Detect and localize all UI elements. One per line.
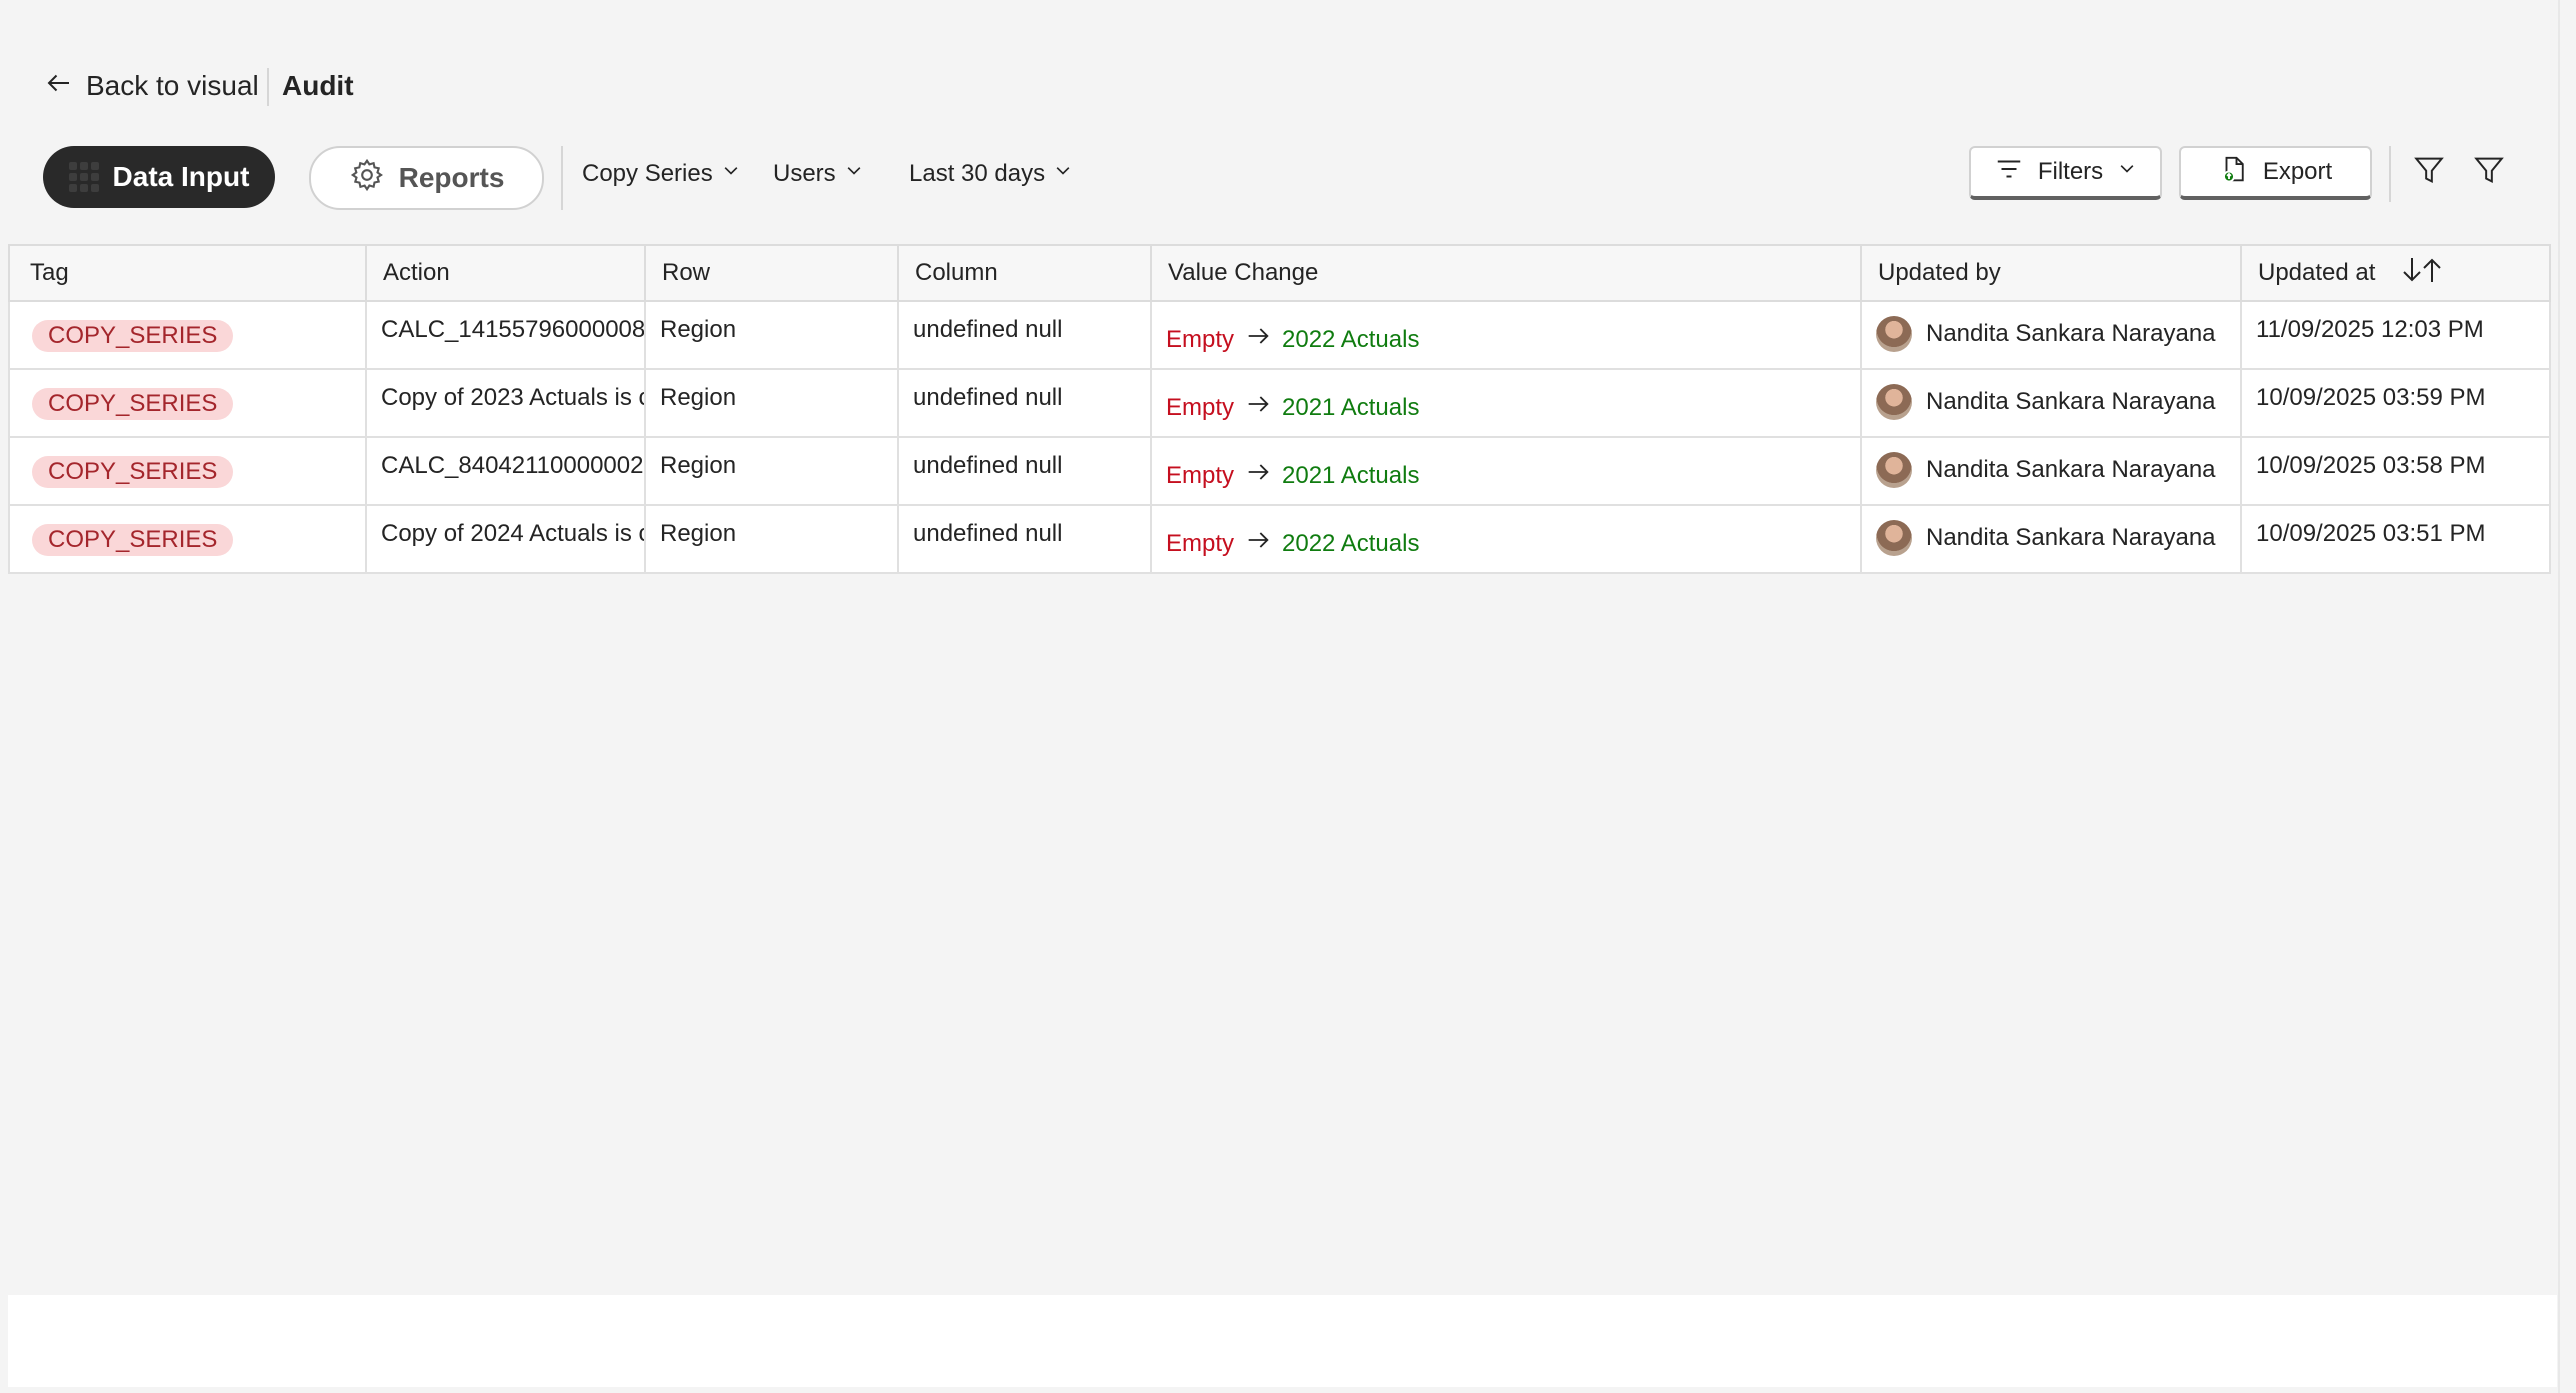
chevron-down-icon (721, 160, 741, 188)
new-value: 2021 Actuals (1282, 461, 1420, 489)
grid-icon (68, 162, 99, 192)
new-value: 2021 Actuals (1282, 393, 1420, 421)
table-row[interactable]: COPY_SERIES Copy of 2023 Actuals is copi… (8, 368, 2551, 438)
users-dropdown[interactable]: Users (773, 156, 864, 192)
toolbar-divider (561, 146, 563, 210)
updated-at-cell: 11/09/2025 12:03 PM (2240, 300, 2551, 370)
export-file-icon (2219, 154, 2249, 191)
audit-table: Tag Action Row Column Value Change Updat… (8, 244, 2551, 574)
chevron-down-icon (2117, 158, 2137, 186)
row-cell: Region (644, 436, 899, 506)
user-name: Nandita Sankara Narayana Gupta (1926, 456, 2222, 483)
column-header-row[interactable]: Row (644, 244, 899, 302)
updated-by-cell: Nandita Sankara Narayana Gupta (1860, 436, 2242, 506)
action-cell: CALC_840421100000022 (365, 436, 646, 506)
date-range-dropdown[interactable]: Last 30 days (909, 156, 1073, 192)
export-button[interactable]: Export (2179, 146, 2372, 200)
updated-by-cell: Nandita Sankara Narayana Gupta (1860, 504, 2242, 574)
arrow-right-icon (1244, 458, 1272, 493)
column-header-tag[interactable]: Tag (8, 244, 367, 302)
tag-badge: COPY_SERIES (32, 524, 234, 556)
old-value: Empty (1166, 529, 1235, 557)
table-header-row: Tag Action Row Column Value Change Updat… (8, 244, 2551, 302)
gear-icon (349, 157, 385, 200)
filter-lines-icon (1994, 154, 2024, 191)
action-cell: CALC_141557960000085 (365, 300, 646, 370)
value-change-cell: Empty 2022 Actuals (1150, 504, 1862, 574)
chevron-down-icon (1053, 160, 1073, 188)
tag-badge: COPY_SERIES (32, 320, 234, 352)
reports-label: Reports (398, 162, 505, 193)
updated-at-cell: 10/09/2025 03:59 PM (2240, 368, 2551, 438)
column-cell: undefined null (897, 504, 1152, 574)
data-input-button[interactable]: Data Input (43, 146, 275, 208)
avatar (1876, 520, 1912, 556)
user-name: Nandita Sankara Narayana Gupta (1926, 388, 2222, 415)
footer-area (8, 1295, 2557, 1387)
arrow-right-icon (1244, 526, 1272, 561)
value-change-cell: Empty 2022 Actuals (1150, 300, 1862, 370)
column-header-updated-by[interactable]: Updated by (1860, 244, 2242, 302)
sort-arrows-icon[interactable] (2398, 255, 2448, 292)
filters-button[interactable]: Filters (1969, 146, 2162, 200)
toolbar-divider (2389, 146, 2391, 202)
updated-by-cell: Nandita Sankara Narayana Gupta (1860, 368, 2242, 438)
column-header-column[interactable]: Column (897, 244, 1152, 302)
updated-at-label: Updated at (2258, 258, 2376, 286)
avatar (1876, 452, 1912, 488)
arrow-left-icon (44, 68, 74, 105)
column-header-updated-at[interactable]: Updated at (2240, 244, 2551, 302)
old-value: Empty (1166, 393, 1235, 421)
table-row[interactable]: COPY_SERIES Copy of 2024 Actuals is copi… (8, 504, 2551, 574)
row-cell: Region (644, 300, 899, 370)
updated-at-cell: 10/09/2025 03:58 PM (2240, 436, 2551, 506)
table-row[interactable]: COPY_SERIES CALC_840421100000022 Region … (8, 436, 2551, 506)
clear-filter-icon[interactable] (2469, 150, 2509, 190)
column-cell: undefined null (897, 300, 1152, 370)
column-header-action[interactable]: Action (365, 244, 646, 302)
value-change-cell: Empty 2021 Actuals (1150, 436, 1862, 506)
filters-label: Filters (2037, 158, 2104, 185)
tag-badge: COPY_SERIES (32, 456, 234, 488)
row-cell: Region (644, 504, 899, 574)
back-to-visual-label: Back to visual (86, 70, 259, 101)
column-header-value-change[interactable]: Value Change (1150, 244, 1862, 302)
action-cell: Copy of 2023 Actuals is copied (365, 368, 646, 438)
new-value: 2022 Actuals (1282, 529, 1420, 557)
user-name: Nandita Sankara Narayana Gupta (1926, 524, 2222, 551)
action-cell: Copy of 2024 Actuals is copied (365, 504, 646, 574)
copy-series-dropdown[interactable]: Copy Series (582, 156, 741, 192)
updated-by-cell: Nandita Sankara Narayana Gupta (1860, 300, 2242, 370)
copy-series-label: Copy Series (582, 160, 713, 187)
updated-at-cell: 10/09/2025 03:51 PM (2240, 504, 2551, 574)
new-value: 2022 Actuals (1282, 325, 1420, 353)
arrow-right-icon (1244, 322, 1272, 357)
filter-icon[interactable] (2409, 150, 2449, 190)
user-name: Nandita Sankara Narayana Gupta (1926, 320, 2222, 347)
chevron-down-icon (844, 160, 864, 188)
users-label: Users (773, 160, 836, 187)
arrow-right-icon (1244, 390, 1272, 425)
breadcrumb-divider (267, 68, 269, 106)
avatar (1876, 384, 1912, 420)
page-title: Audit (282, 70, 354, 101)
tag-badge: COPY_SERIES (32, 388, 234, 420)
old-value: Empty (1166, 461, 1235, 489)
avatar (1876, 316, 1912, 352)
old-value: Empty (1166, 325, 1235, 353)
table-row[interactable]: COPY_SERIES CALC_141557960000085 Region … (8, 300, 2551, 370)
export-label: Export (2262, 158, 2333, 185)
vertical-scrollbar[interactable] (2558, 0, 2576, 1393)
reports-button[interactable]: Reports (309, 146, 544, 210)
value-change-cell: Empty 2021 Actuals (1150, 368, 1862, 438)
column-cell: undefined null (897, 368, 1152, 438)
data-input-label: Data Input (112, 161, 250, 192)
column-cell: undefined null (897, 436, 1152, 506)
date-range-label: Last 30 days (909, 160, 1046, 187)
row-cell: Region (644, 368, 899, 438)
back-to-visual-link[interactable]: Back to visual (44, 66, 259, 106)
